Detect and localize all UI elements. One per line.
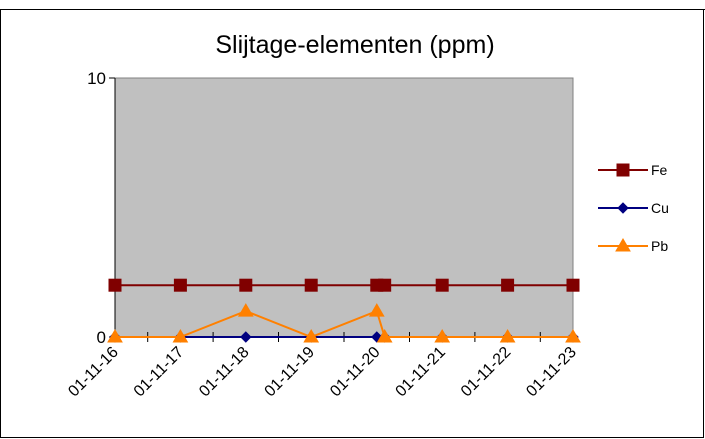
data-point-cu — [240, 331, 252, 343]
legend-label-pb: Pb — [651, 238, 668, 254]
y-tick-label: 0 — [97, 328, 106, 347]
legend-marker-cu — [617, 202, 629, 214]
data-point-fe — [501, 278, 515, 292]
legend-label-cu: Cu — [651, 200, 669, 216]
data-point-fe — [108, 278, 122, 292]
chart-title: Slijtage-elementen (ppm) — [215, 31, 494, 59]
series-group — [107, 278, 581, 343]
plot-area — [114, 77, 574, 338]
data-point-fe — [566, 278, 580, 292]
data-point-pb — [237, 303, 254, 317]
legend-label-fe: Fe — [651, 162, 668, 178]
legend-marker-fe — [616, 163, 630, 177]
legend-marker-pb — [615, 238, 631, 252]
data-point-pb — [368, 303, 385, 317]
data-point-fe — [239, 278, 253, 292]
data-point-pb — [376, 329, 393, 343]
data-point-pb — [107, 329, 123, 343]
data-point-fe — [435, 278, 449, 292]
data-point-pb — [172, 329, 189, 343]
data-point-fe — [378, 278, 392, 292]
data-point-pb — [565, 329, 581, 343]
data-point-fe — [304, 278, 318, 292]
legend: Fe Cu Pb — [598, 162, 669, 254]
data-point-fe — [173, 278, 187, 292]
data-point-pb — [303, 329, 320, 343]
plot-background — [114, 77, 574, 338]
data-point-pb — [499, 329, 516, 343]
y-tick-label: 10 — [87, 69, 106, 88]
data-point-pb — [434, 329, 451, 343]
